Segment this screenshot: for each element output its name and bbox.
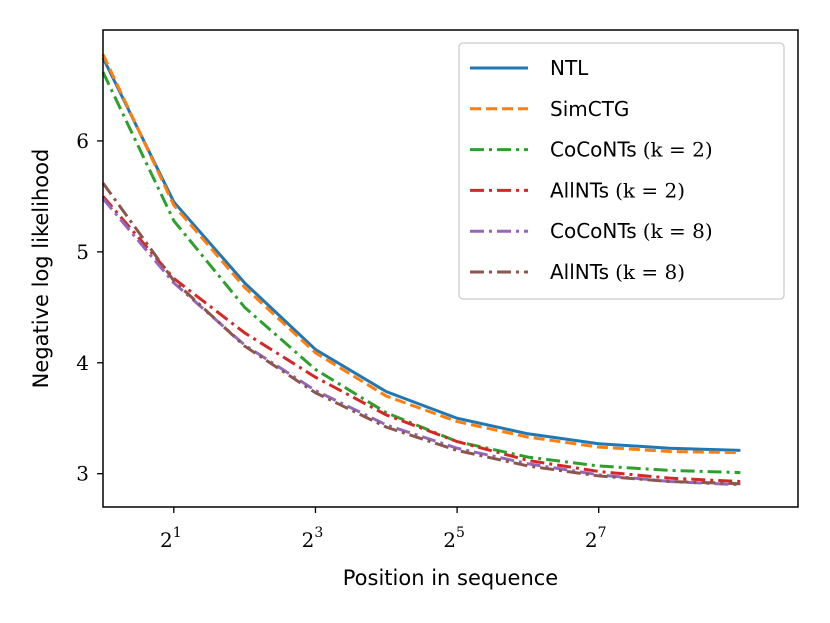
legend: NTL SimCTG CoCoNTs (k = 2) AllNTs (k = 2) CoCo… bbox=[458, 42, 785, 300]
legend-box bbox=[458, 42, 785, 300]
x-tick-label: 27 bbox=[585, 525, 607, 552]
y-tick-label: 6 bbox=[76, 129, 89, 153]
legend-label: NTL bbox=[550, 56, 589, 80]
series-line-2 bbox=[101, 53, 741, 455]
legend-label: CoCoNTs (k = 2) bbox=[550, 138, 713, 162]
x-tick-label: 23 bbox=[302, 525, 324, 552]
x-tick-label: 25 bbox=[443, 525, 465, 552]
y-tick-label: 4 bbox=[76, 351, 89, 375]
series-line-1 bbox=[101, 57, 741, 452]
plot-frame bbox=[102, 29, 799, 508]
x-tick-label: 21 bbox=[160, 525, 182, 552]
y-tick-label: 3 bbox=[76, 462, 89, 486]
series-line-6 bbox=[101, 182, 741, 486]
series-line-4 bbox=[101, 195, 741, 483]
y-axis: 3 4 5 6 bbox=[76, 129, 103, 486]
y-axis-label: Negative log likelihood bbox=[29, 149, 53, 389]
legend-label: AllNTs (k = 2) bbox=[550, 178, 685, 202]
x-axis: 21 23 25 27 bbox=[160, 507, 607, 552]
x-axis-label: Position in sequence bbox=[343, 566, 558, 590]
legend-label: CoCoNTs (k = 8) bbox=[550, 219, 713, 243]
legend-label: SimCTG bbox=[550, 97, 629, 121]
series-lines bbox=[101, 53, 741, 487]
y-tick-label: 5 bbox=[76, 240, 89, 264]
legend-label: AllNTs (k = 8) bbox=[550, 260, 685, 284]
